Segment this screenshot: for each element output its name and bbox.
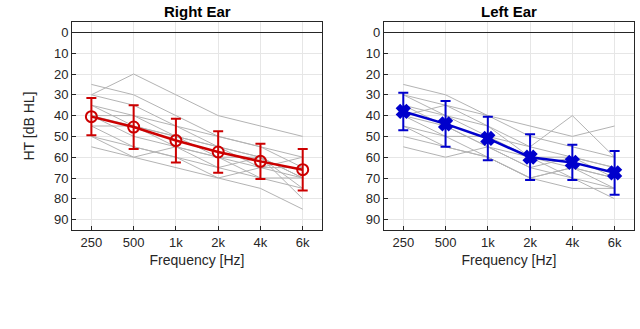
svg-text:4k: 4k bbox=[254, 235, 268, 250]
svg-text:6k: 6k bbox=[608, 235, 622, 250]
svg-text:80: 80 bbox=[366, 191, 380, 206]
svg-text:Right Ear: Right Ear bbox=[164, 3, 231, 20]
svg-text:250: 250 bbox=[392, 235, 414, 250]
svg-text:500: 500 bbox=[435, 235, 457, 250]
svg-text:Frequency [Hz]: Frequency [Hz] bbox=[461, 252, 556, 268]
svg-text:20: 20 bbox=[366, 67, 380, 82]
svg-text:Left Ear: Left Ear bbox=[481, 3, 537, 20]
svg-text:10: 10 bbox=[366, 46, 380, 61]
svg-text:500: 500 bbox=[123, 235, 145, 250]
svg-text:30: 30 bbox=[366, 87, 380, 102]
svg-text:1k: 1k bbox=[169, 235, 183, 250]
svg-text:2k: 2k bbox=[211, 235, 225, 250]
svg-text:70: 70 bbox=[54, 171, 68, 186]
svg-text:4k: 4k bbox=[565, 235, 579, 250]
svg-text:30: 30 bbox=[54, 87, 68, 102]
svg-text:40: 40 bbox=[366, 108, 380, 123]
svg-text:250: 250 bbox=[81, 235, 103, 250]
svg-text:50: 50 bbox=[366, 129, 380, 144]
svg-text:2k: 2k bbox=[523, 235, 537, 250]
svg-text:10: 10 bbox=[54, 46, 68, 61]
svg-text:40: 40 bbox=[54, 108, 68, 123]
svg-text:HT [dB HL]: HT [dB HL] bbox=[21, 92, 37, 161]
svg-text:90: 90 bbox=[366, 212, 380, 227]
svg-text:50: 50 bbox=[54, 129, 68, 144]
svg-text:20: 20 bbox=[54, 67, 68, 82]
svg-text:90: 90 bbox=[54, 212, 68, 227]
svg-text:0: 0 bbox=[61, 25, 68, 40]
svg-text:60: 60 bbox=[54, 150, 68, 165]
svg-text:70: 70 bbox=[366, 171, 380, 186]
svg-text:60: 60 bbox=[366, 150, 380, 165]
svg-text:1k: 1k bbox=[481, 235, 495, 250]
svg-text:80: 80 bbox=[54, 191, 68, 206]
svg-text:6k: 6k bbox=[296, 235, 310, 250]
svg-text:Frequency [Hz]: Frequency [Hz] bbox=[150, 252, 245, 268]
svg-text:0: 0 bbox=[373, 25, 380, 40]
